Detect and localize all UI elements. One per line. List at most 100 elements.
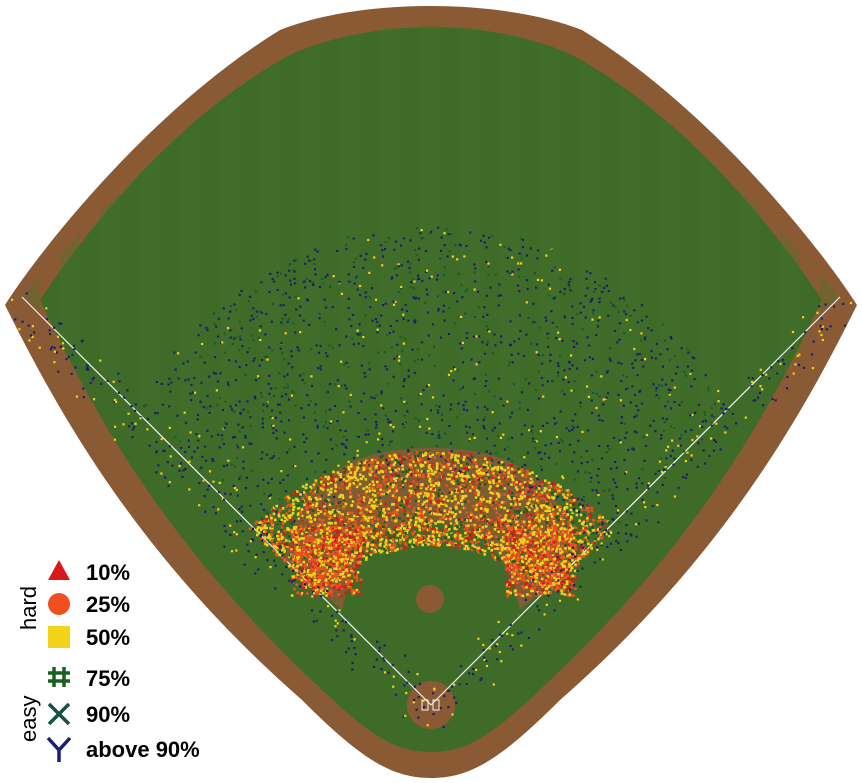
hit-point: [352, 473, 355, 477]
hit-point: [384, 543, 388, 546]
hit-point: [344, 445, 347, 448]
hit-point: [591, 522, 595, 526]
hit-point: [484, 466, 487, 469]
hit-point: [618, 521, 621, 524]
hit-point: [438, 452, 441, 456]
hit-point: [409, 482, 412, 486]
hit-point: [592, 309, 595, 312]
hit-point: [417, 478, 420, 481]
hit-point: [257, 336, 260, 339]
hit-point: [249, 416, 252, 419]
hit-point: [528, 382, 531, 385]
hit-point: [474, 267, 477, 270]
hit-point: [227, 317, 230, 320]
hit-point: [587, 510, 590, 513]
hit-point: [566, 571, 569, 574]
hit-point: [297, 526, 301, 529]
hit-point: [434, 482, 438, 485]
hit-point: [355, 503, 359, 506]
hit-point: [573, 345, 576, 348]
hit-point: [502, 433, 505, 436]
hit-point: [579, 311, 583, 314]
hit-point: [531, 549, 534, 553]
hit-point: [282, 532, 286, 536]
hit-point: [424, 461, 427, 464]
hit-point: [330, 517, 333, 520]
hit-point: [485, 471, 488, 474]
hit-point: [241, 345, 244, 348]
hit-point: [351, 313, 355, 316]
hit-point: [389, 476, 393, 480]
hit-point: [497, 294, 500, 297]
hit-point: [577, 562, 580, 566]
hit-point: [412, 543, 416, 547]
hit-point: [267, 495, 271, 498]
hit-point: [260, 392, 263, 395]
hit-point: [509, 506, 513, 510]
hit-point: [261, 426, 264, 429]
hit-point: [290, 522, 294, 525]
hit-point: [508, 508, 511, 512]
hit-point: [307, 541, 311, 544]
hit-point: [661, 417, 664, 420]
hit-point: [383, 520, 387, 523]
hit-point: [576, 367, 579, 370]
hit-point: [286, 495, 290, 499]
hit-point: [466, 474, 470, 478]
hit-point: [330, 519, 334, 522]
hit-point: [566, 489, 570, 492]
hit-point: [447, 373, 451, 376]
hit-point: [217, 317, 220, 320]
hit-point: [378, 324, 381, 327]
hit-point: [386, 531, 390, 535]
hit-point: [612, 478, 615, 481]
hit-point: [258, 526, 261, 529]
hit-point: [269, 493, 272, 496]
hit-point: [542, 569, 546, 573]
hit-point: [597, 523, 600, 526]
hit-point: [376, 491, 379, 495]
hit-point: [324, 537, 328, 540]
hit-point: [376, 525, 380, 528]
hit-point: [479, 471, 482, 474]
hit-point: [283, 559, 286, 563]
hit-point: [290, 557, 293, 560]
hit-point: [507, 496, 510, 499]
hit-point: [629, 401, 632, 404]
hit-point: [293, 491, 296, 494]
hit-point: [423, 451, 426, 454]
hit-point: [238, 400, 241, 403]
hit-point: [284, 332, 287, 335]
hit-point: [448, 424, 451, 427]
hit-point: [463, 547, 466, 551]
hit-point: [365, 485, 368, 489]
hit-point: [380, 469, 383, 473]
hit-point: [460, 347, 463, 350]
hit-point: [388, 443, 391, 446]
hit-point: [451, 460, 455, 464]
hit-point: [336, 573, 340, 576]
hit-point: [532, 302, 535, 305]
hit-point: [502, 536, 505, 539]
hit-points: [11, 226, 853, 729]
hit-point: [431, 492, 434, 496]
hit-point: [409, 458, 413, 462]
hit-point: [551, 321, 554, 324]
hit-point: [288, 509, 291, 512]
hit-point: [301, 497, 305, 500]
hit-point: [642, 436, 645, 439]
hit-point: [374, 498, 378, 502]
hit-point: [586, 517, 589, 521]
hit-point: [503, 493, 506, 496]
hit-point: [413, 280, 416, 283]
hit-point: [305, 298, 309, 301]
hit-point: [366, 519, 370, 523]
hit-point: [436, 274, 439, 277]
hit-point: [555, 436, 558, 439]
hit-point: [320, 277, 324, 280]
hit-point: [497, 476, 501, 479]
hit-point: [587, 507, 590, 510]
hit-point: [537, 501, 540, 504]
hit-point: [393, 533, 396, 536]
hit-point: [449, 442, 452, 445]
